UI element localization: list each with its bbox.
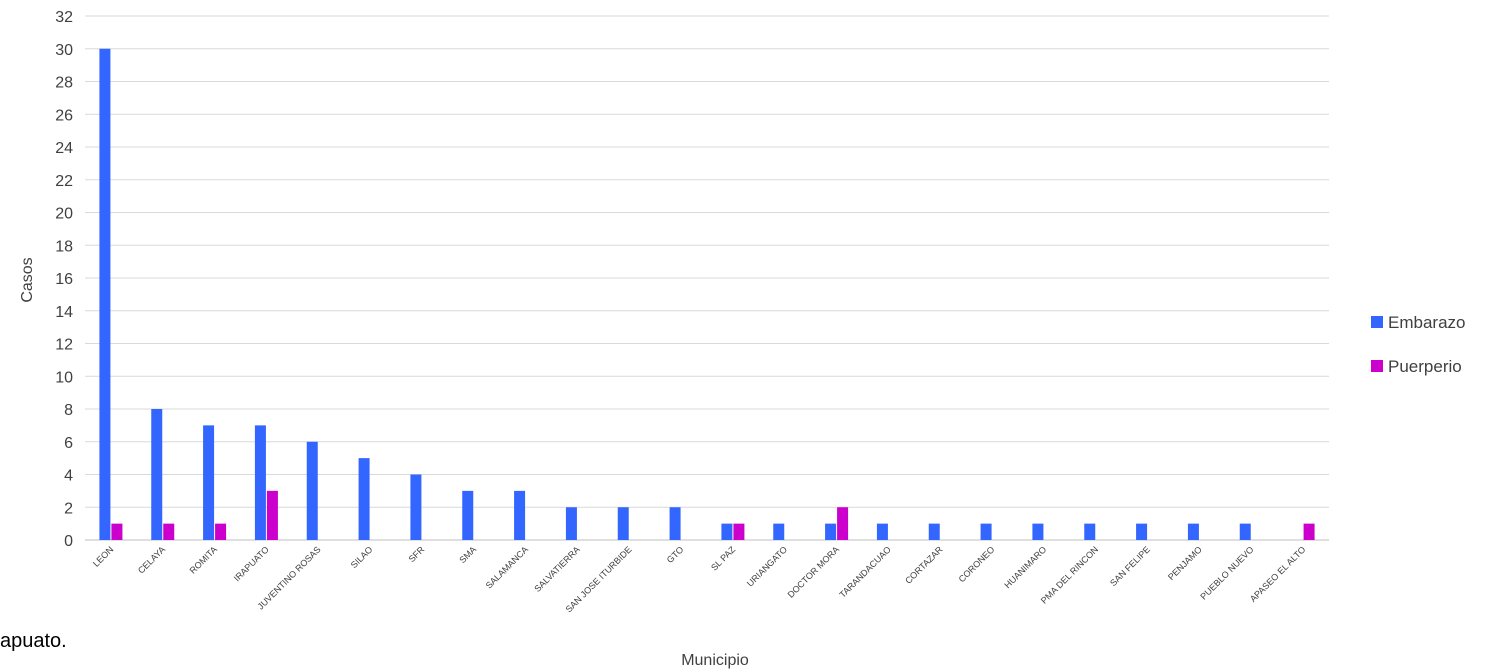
bar-puerperio xyxy=(733,523,745,540)
y-tick-label: 22 xyxy=(55,173,73,190)
x-tick-label: URIANGATO xyxy=(745,544,789,588)
bar-puerperio xyxy=(111,523,123,540)
bar-embarazo xyxy=(99,48,111,540)
x-tick-label: PMA DEL RINCON xyxy=(1039,544,1100,605)
bar-puerperio xyxy=(266,490,278,540)
x-tick-label: PENJAMO xyxy=(1166,544,1204,582)
bars xyxy=(99,48,1315,540)
x-tick-label: SL PAZ xyxy=(709,544,738,573)
legend: Embarazo Puerperio xyxy=(1371,313,1465,376)
bar-puerperio xyxy=(837,507,849,540)
bar-embarazo xyxy=(514,490,526,540)
y-tick-label: 26 xyxy=(55,107,73,124)
x-tick-label: CELAYA xyxy=(136,544,167,575)
x-tick-label: SFR xyxy=(407,544,427,564)
bar-embarazo xyxy=(825,523,837,540)
x-tick-label: SALVATIERRA xyxy=(532,544,582,594)
x-tick-label: TARANDACUAO xyxy=(837,544,892,599)
x-tick-label: ROMITA xyxy=(188,544,219,575)
bar-embarazo xyxy=(565,507,577,540)
bar-puerperio xyxy=(1303,523,1315,540)
x-tick-label: CORONEO xyxy=(957,544,997,584)
y-tick-label: 14 xyxy=(55,304,73,321)
bar-embarazo xyxy=(1084,523,1096,540)
bar-embarazo xyxy=(462,490,474,540)
x-tick-label: SALAMANCA xyxy=(484,544,530,590)
bar-puerperio xyxy=(163,523,175,540)
legend-swatch-embarazo xyxy=(1371,316,1383,328)
x-tick-label: SMA xyxy=(457,544,478,565)
x-tick-label: SILAO xyxy=(349,544,375,570)
x-tick-label: SAN FELIPE xyxy=(1108,544,1152,588)
bar-embarazo xyxy=(254,425,266,540)
y-tick-label: 2 xyxy=(64,500,73,517)
y-tick-label: 20 xyxy=(55,206,73,223)
legend-label: Puerperio xyxy=(1388,357,1462,376)
bar-embarazo xyxy=(1187,523,1199,540)
y-tick-label: 28 xyxy=(55,75,73,92)
bar-embarazo xyxy=(1032,523,1044,540)
bar-embarazo xyxy=(1136,523,1148,540)
x-tick-label: PUEBLO NUEVO xyxy=(1198,544,1255,601)
y-tick-label: 32 xyxy=(55,9,73,26)
y-tick-label: 18 xyxy=(55,238,73,255)
y-tick-label: 6 xyxy=(64,435,73,452)
bar-embarazo xyxy=(876,523,888,540)
x-tick-label: LEON xyxy=(91,544,115,568)
y-tick-label: 16 xyxy=(55,271,73,288)
bar-embarazo xyxy=(203,425,215,540)
bar-embarazo xyxy=(1239,523,1251,540)
x-tick-label: DOCTOR MORA xyxy=(786,544,841,599)
legend-swatch-puerperio xyxy=(1371,360,1383,372)
bar-embarazo xyxy=(928,523,940,540)
y-tick-label: 10 xyxy=(55,369,73,386)
x-tick-label: CORTAZAR xyxy=(903,544,945,586)
y-tick-label: 0 xyxy=(64,533,73,550)
gridlines xyxy=(85,15,1329,541)
x-tick-label: APASEO EL ALTO xyxy=(1248,544,1308,604)
x-tick-label: GTO xyxy=(665,544,686,565)
bar-puerperio xyxy=(215,523,227,540)
x-tick-label: IRAPUATO xyxy=(232,544,271,583)
y-tick-label: 8 xyxy=(64,402,73,419)
bar-embarazo xyxy=(306,441,318,540)
y-tick-label: 24 xyxy=(55,140,73,157)
bar-embarazo xyxy=(410,474,422,540)
y-tick-label: 4 xyxy=(64,468,73,485)
bar-embarazo xyxy=(358,458,370,540)
bar-embarazo xyxy=(773,523,785,540)
y-tick-label: 12 xyxy=(55,337,73,354)
bar-embarazo xyxy=(151,409,163,540)
cropped-caption-fragment: apuato. xyxy=(0,630,67,652)
legend-label: Embarazo xyxy=(1388,313,1465,332)
bar-embarazo xyxy=(980,523,992,540)
x-axis-title: Municipio xyxy=(681,652,749,669)
bar-embarazo xyxy=(721,523,733,540)
bar-embarazo xyxy=(669,507,681,540)
bar-embarazo xyxy=(617,507,629,540)
x-tick-label: HUANIMARO xyxy=(1002,544,1048,590)
y-axis-title: Casos xyxy=(19,257,36,302)
y-tick-label: 30 xyxy=(55,42,73,59)
